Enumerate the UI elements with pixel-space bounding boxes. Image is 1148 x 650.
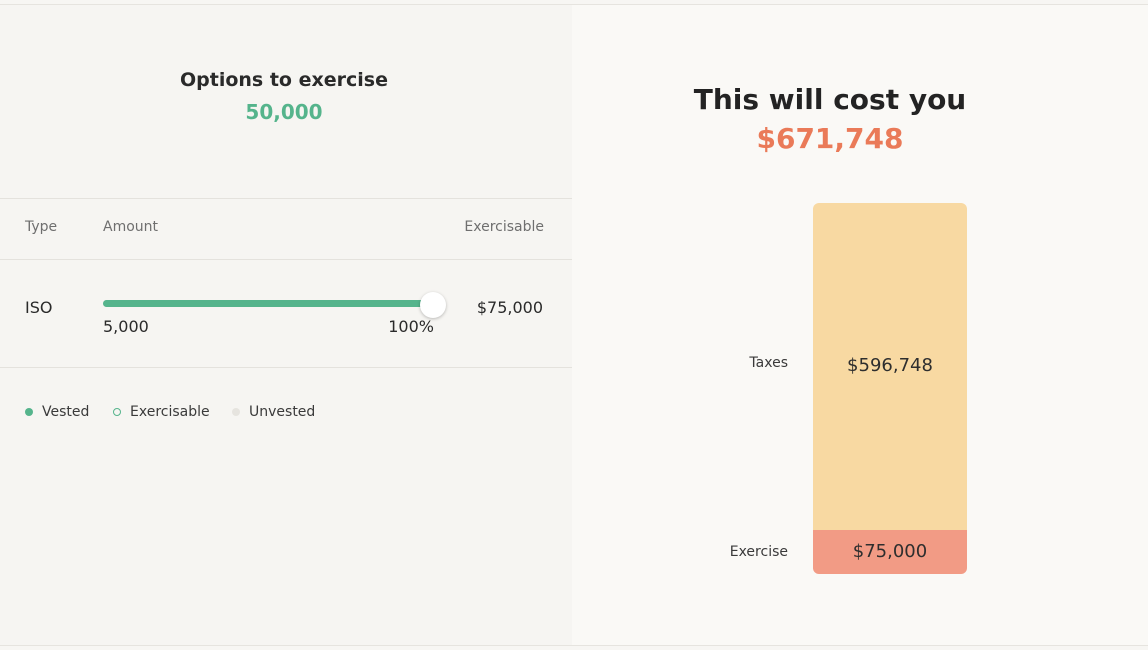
table-top-divider — [0, 198, 572, 199]
options-title: Options to exercise — [180, 69, 388, 91]
column-header-type: Type — [25, 219, 58, 235]
legend-exercisable: Exercisable — [113, 404, 210, 420]
taxes-bar: $596,748 — [813, 203, 967, 530]
exercise-value: $75,000 — [852, 541, 928, 562]
legend-unvested-label: Unvested — [249, 404, 316, 420]
exercise-label: Exercise — [729, 544, 788, 560]
amount-slider-track[interactable] — [103, 300, 433, 307]
legend-vested: Vested — [25, 404, 89, 420]
exercise-bar: $75,000 — [813, 530, 967, 574]
amount-slider-handle[interactable] — [420, 292, 446, 318]
legend-vested-label: Vested — [42, 404, 90, 420]
slider-percent-label: 100% — [388, 317, 434, 336]
cost-total: $671,748 — [756, 122, 904, 155]
column-header-exercisable: Exercisable — [464, 219, 544, 235]
taxes-label: Taxes — [749, 355, 788, 371]
table-header-divider — [0, 259, 572, 260]
column-header-amount: Amount — [103, 219, 159, 235]
option-type: ISO — [25, 298, 53, 317]
options-panel: Options to exercise 50,000 Type Amount E… — [0, 5, 572, 645]
top-divider — [0, 4, 1148, 5]
legend-unvested: Unvested — [232, 404, 315, 420]
cost-title: This will cost you — [693, 83, 967, 116]
amount-slider-fill — [103, 300, 433, 307]
cost-panel: This will cost you $671,748 Taxes $596,7… — [572, 5, 1148, 645]
unvested-dot-icon — [232, 408, 240, 416]
exercisable-ring-icon — [113, 408, 121, 416]
legend-exercisable-label: Exercisable — [130, 404, 210, 420]
taxes-value: $596,748 — [847, 355, 933, 376]
slider-min-label: 5,000 — [103, 317, 149, 336]
vested-dot-icon — [25, 408, 33, 416]
options-value: 50,000 — [245, 100, 323, 124]
exercisable-amount: $75,000 — [476, 298, 543, 317]
bottom-divider — [0, 645, 1148, 646]
table-bottom-divider — [0, 367, 572, 368]
